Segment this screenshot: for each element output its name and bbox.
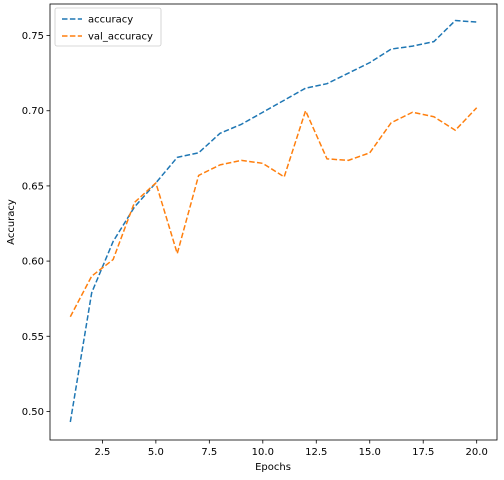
x-tick-label: 15.0 (359, 447, 381, 458)
x-tick-label: 20.0 (466, 447, 488, 458)
y-tick-label: 0.75 (22, 31, 44, 42)
x-tick-label: 5.0 (148, 447, 164, 458)
y-tick-label: 0.60 (22, 257, 44, 268)
y-axis-label: Accuracy (6, 199, 17, 245)
x-axis-ticks: 2.5 5.0 7.5 10.0 12.5 15.0 17.5 20.0 (94, 440, 488, 458)
plot-area (49, 3, 498, 441)
legend: accuracy val_accuracy (54, 7, 162, 47)
x-tick-label: 2.5 (94, 447, 110, 458)
x-tick-label: 12.5 (305, 447, 327, 458)
x-tick-label: 17.5 (412, 447, 434, 458)
x-tick-label: 10.0 (252, 447, 274, 458)
legend-label-accuracy: accuracy (88, 15, 133, 26)
y-axis-ticks: 0.50 0.55 0.60 0.65 0.70 0.75 (22, 31, 50, 418)
y-tick-label: 0.50 (22, 407, 44, 418)
series-layer (69, 19, 478, 423)
y-tick-label: 0.65 (22, 181, 44, 192)
series-line-accuracy (69, 19, 477, 423)
y-tick-label: 0.70 (22, 106, 44, 117)
x-axis-label: Epochs (255, 462, 291, 473)
x-tick-label: 7.5 (201, 447, 217, 458)
series-line-val-accuracy (69, 107, 478, 318)
legend-label-val-accuracy: val_accuracy (88, 32, 153, 43)
y-tick-label: 0.55 (22, 332, 44, 343)
